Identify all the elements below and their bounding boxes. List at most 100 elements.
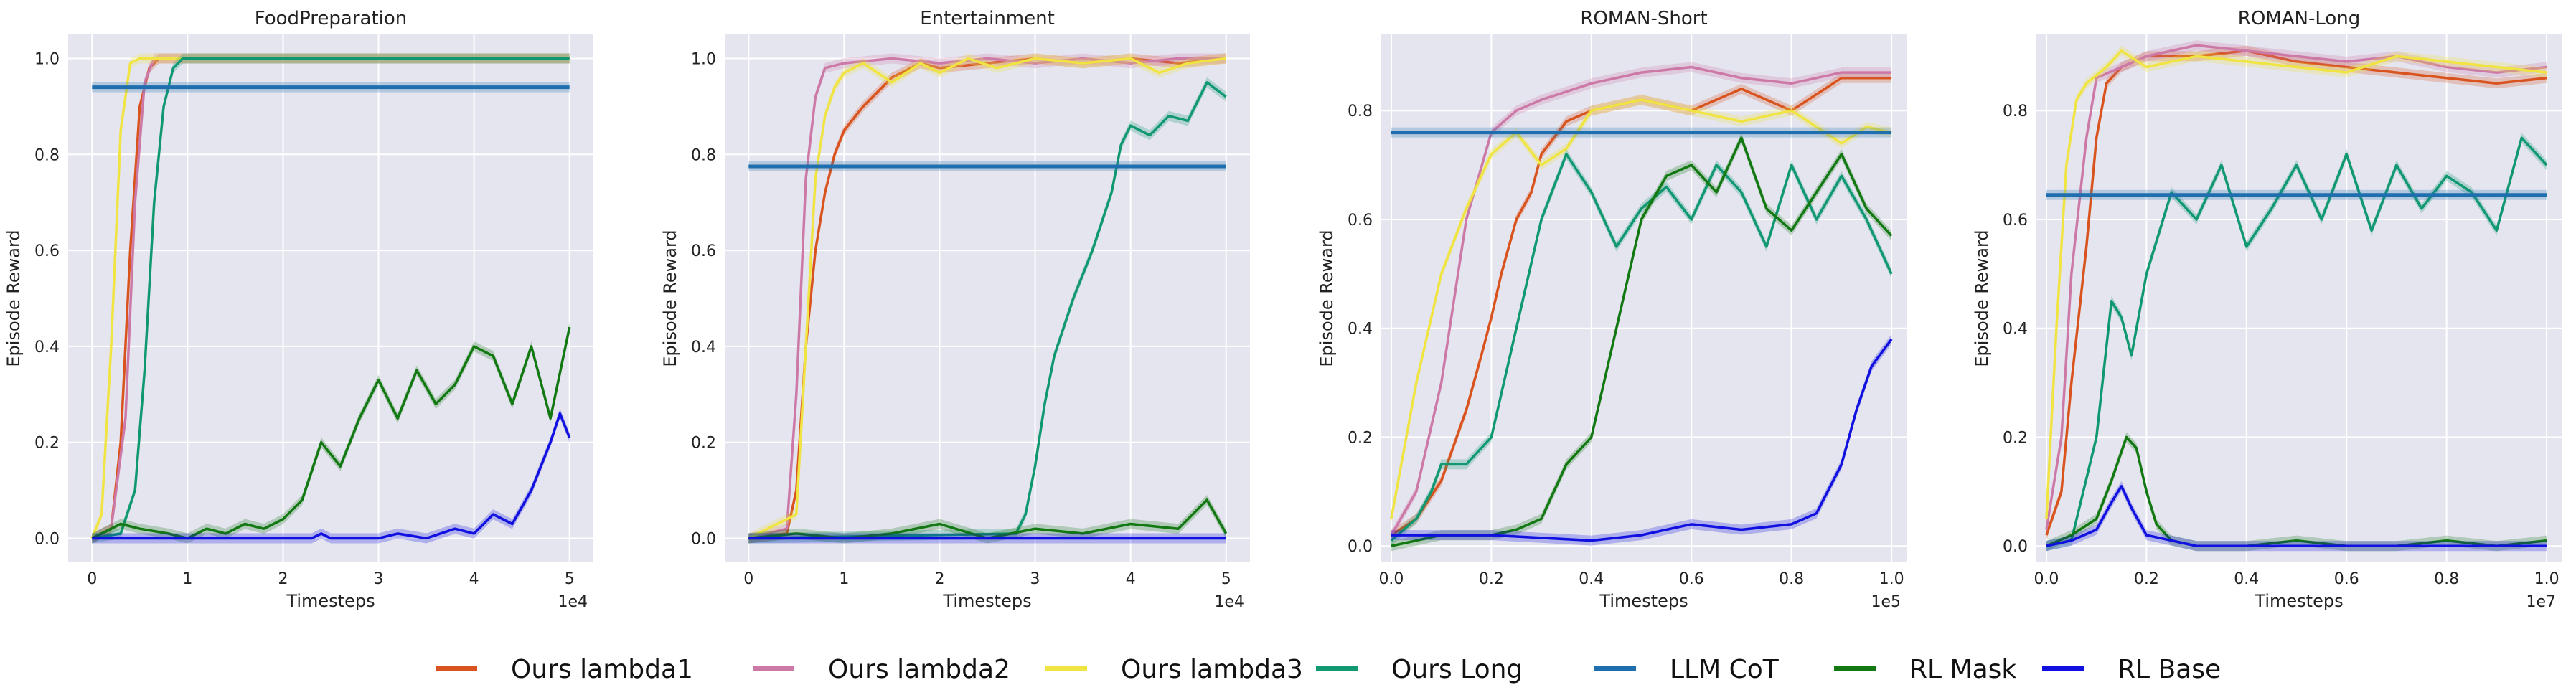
- legend: Ours lambda1 Ours lambda2 Ours lambda3 Ours…: [436, 655, 2221, 684]
- y-tick-label: 0.8: [691, 146, 716, 164]
- series-line-ours-lambda3: [90, 57, 570, 539]
- series-line-ours-long: [2046, 136, 2548, 547]
- series-line-ours-lambda1: [2045, 49, 2547, 536]
- series-line-ours-lambda2: [1390, 65, 1892, 536]
- y-tick-label: 0.8: [34, 146, 60, 164]
- legend-label: RL Mask: [1909, 655, 2016, 684]
- y-tick-label: 0.8: [2003, 103, 2028, 120]
- series-line-rl-mask: [1391, 136, 1893, 547]
- y-tick-label: 0.2: [691, 435, 716, 453]
- x-tick-label: 5: [1221, 570, 1231, 588]
- x-tick-label: 3: [374, 570, 384, 588]
- x-tick-label: 3: [1030, 570, 1040, 588]
- series-line-ours-long: [92, 57, 570, 540]
- x-tick-label: 1.0: [2534, 570, 2559, 588]
- series-band-rl-mask: [748, 495, 1226, 544]
- series-line-ours-long: [748, 81, 1227, 540]
- x-tick-label: 4: [1126, 570, 1136, 588]
- series-band-rl-base: [2046, 481, 2547, 552]
- plot-background: [1381, 34, 1907, 562]
- series-band-ours-long: [1391, 148, 1892, 546]
- x-axis-offset-label: 1e5: [1871, 593, 1901, 611]
- legend-item-ours-lambda3: Ours lambda3: [1045, 655, 1303, 684]
- y-axis-label: Episode Reward: [4, 230, 24, 367]
- y-tick-label: 0.4: [2003, 321, 2028, 339]
- y-tick-label: 0.2: [34, 435, 60, 453]
- chart-title: Entertainment: [920, 8, 1055, 29]
- series-line-rl-base: [1391, 338, 1893, 542]
- y-tick-label: 0.4: [34, 339, 60, 356]
- series-band-rl-mask: [1391, 133, 1892, 552]
- legend-label: RL Base: [2117, 655, 2221, 684]
- chart-panel-2: 0 1 2 3 4 5 0.0 0.2 0.4 0.6 0.8 1.0 Entertainment Tim…: [660, 8, 1250, 611]
- x-axis-label: Timesteps: [1599, 591, 1688, 611]
- x-tick-label: 0.8: [1779, 570, 1804, 588]
- y-tick-label: 0.2: [1348, 429, 1373, 447]
- y-tick-label: 0.0: [34, 531, 60, 549]
- x-axis-offset-label: 1e4: [558, 593, 588, 611]
- legend-label: LLM CoT: [1670, 655, 1780, 684]
- x-tick-label: 5: [565, 570, 575, 588]
- series-line-ours-lambda3: [1390, 98, 1892, 519]
- x-axis-offset-label: 1e7: [2526, 593, 2556, 611]
- series-line-rl-base: [92, 412, 571, 540]
- legend-item-ours-lambda1: Ours lambda1: [436, 655, 693, 684]
- chart-panel-1: 0 1 2 3 4 5 0.0 0.2 0.4 0.6 0.8 1.0 FoodPreparation T…: [4, 8, 593, 611]
- x-tick-label: 1: [839, 570, 849, 588]
- chart-panels: 0 1 2 3 4 5 0.0 0.2 0.4 0.6 0.8 1.0 FoodPreparation T…: [4, 8, 2562, 611]
- legend-label: Ours lambda1: [511, 655, 693, 684]
- legend-item-rl-base: RL Base: [2042, 655, 2221, 684]
- x-axis-offset-label: 1e4: [1214, 593, 1244, 611]
- y-axis-label: Episode Reward: [660, 230, 680, 367]
- series-line-ours-lambda3: [2045, 49, 2547, 519]
- chart-title: ROMAN-Long: [2238, 8, 2361, 29]
- y-tick-label: 0.6: [2003, 212, 2028, 230]
- x-tick-label: 2: [278, 570, 288, 588]
- chart-title: ROMAN-Short: [1580, 8, 1707, 29]
- y-tick-label: 0.0: [2003, 538, 2028, 556]
- y-tick-label: 0.0: [1348, 538, 1373, 556]
- x-tick-label: 4: [469, 570, 479, 588]
- y-tick-label: 0.4: [1348, 321, 1373, 339]
- x-tick-label: 0.0: [2034, 570, 2059, 588]
- x-tick-label: 0: [743, 570, 753, 588]
- y-tick-label: 1.0: [691, 50, 716, 68]
- y-tick-label: 0.0: [691, 531, 716, 549]
- y-tick-label: 0.2: [2003, 429, 2028, 447]
- x-tick-label: 0.2: [1479, 570, 1504, 588]
- series-line-ours-long: [1390, 153, 1893, 542]
- x-tick-label: 0.4: [1579, 570, 1604, 588]
- legend-item-ours-long: Ours Long: [1316, 655, 1523, 684]
- x-axis-label: Timesteps: [2254, 591, 2343, 611]
- x-tick-label: 0.0: [1378, 570, 1404, 588]
- x-tick-label: 0.4: [2234, 570, 2259, 588]
- legend-label: Ours lambda3: [1121, 655, 1303, 684]
- y-tick-label: 0.6: [34, 242, 60, 260]
- y-tick-label: 0.4: [691, 339, 716, 356]
- legend-item-ours-lambda2: Ours lambda2: [753, 655, 1010, 684]
- x-tick-label: 1.0: [1879, 570, 1904, 588]
- plot-background: [2036, 34, 2562, 562]
- y-tick-label: 1.0: [34, 50, 60, 68]
- plot-background: [68, 34, 593, 562]
- y-tick-label: 0.8: [1348, 103, 1373, 120]
- x-tick-label: 0.8: [2434, 570, 2459, 588]
- x-tick-label: 0.6: [2334, 570, 2359, 588]
- series-line-ours-lambda2: [2045, 44, 2547, 530]
- legend-item-llm-cot: LLM CoT: [1594, 655, 1780, 684]
- series-line-ours-lambda1: [1390, 76, 1892, 537]
- series-line-ours-lambda3: [748, 57, 1226, 540]
- x-axis-label: Timesteps: [942, 591, 1031, 611]
- x-axis-label: Timesteps: [286, 591, 375, 611]
- x-tick-label: 2: [934, 570, 944, 588]
- series-line-ours-lambda2: [748, 57, 1226, 540]
- x-tick-label: 0.2: [2134, 570, 2159, 588]
- series-line-rl-base: [2046, 485, 2547, 547]
- y-tick-label: 0.6: [1348, 212, 1373, 230]
- y-axis-label: Episode Reward: [1317, 230, 1337, 367]
- y-tick-label: 0.6: [691, 242, 716, 260]
- x-tick-label: 0: [87, 570, 97, 588]
- legend-label: Ours Long: [1391, 655, 1523, 684]
- x-tick-label: 1: [182, 570, 192, 588]
